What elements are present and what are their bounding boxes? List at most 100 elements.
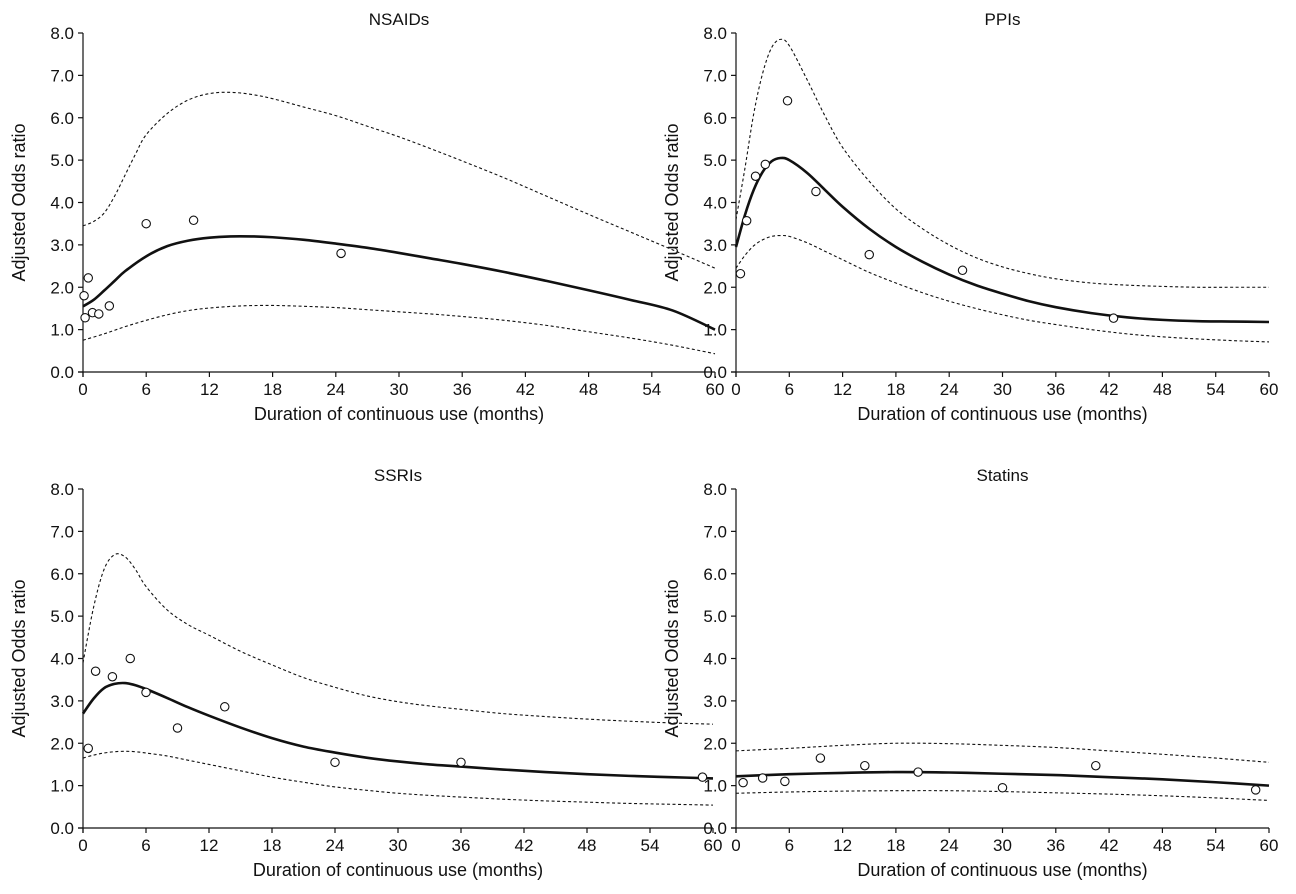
observed-point [750, 171, 761, 181]
y-tick-label: 0.0 [703, 363, 727, 382]
ci-lower-curve [735, 234, 1270, 343]
y-tick-label: 7.0 [50, 522, 74, 541]
x-tick-label: 0 [78, 836, 87, 855]
observed-point [90, 666, 101, 676]
observed-point [125, 653, 136, 664]
x-axis-title: Duration of continuous use (months) [253, 860, 543, 880]
y-tick-label: 6.0 [703, 565, 727, 584]
y-tick-label: 4.0 [50, 650, 74, 669]
y-tick-label: 8.0 [703, 480, 727, 499]
y-tick-label: 7.0 [50, 66, 74, 85]
observed-point [1091, 760, 1101, 771]
x-tick-label: 30 [993, 836, 1012, 855]
chart-panel-2: PPIs 0.0 1.0 2.0 3.0 4.0 5.0 6.0 7.0 8.0 0 6 12 18 24 3… [662, 10, 1278, 424]
y-tick-label: 6.0 [50, 109, 74, 128]
y-tick-label: 3.0 [50, 692, 74, 711]
panel-title: SSRIs [374, 466, 422, 485]
observed-point [782, 96, 793, 106]
observed-point [757, 773, 768, 783]
y-tick-label: 3.0 [50, 236, 74, 255]
x-tick-label: 18 [263, 836, 282, 855]
x-tick-label: 60 [1260, 836, 1279, 855]
chart-panel-4: Statins 0.0 1.0 2.0 3.0 4.0 5.0 6.0 7.0 8.0 0 6 12 18… [662, 466, 1278, 880]
x-tick-label: 48 [1153, 836, 1172, 855]
x-tick-label: 12 [200, 836, 219, 855]
y-axis-title: Adjusted Odds ratio [662, 123, 682, 281]
x-tick-label: 24 [940, 836, 959, 855]
x-tick-label: 60 [706, 380, 725, 399]
x-tick-label: 24 [326, 836, 345, 855]
y-tick-label: 8.0 [50, 480, 74, 499]
x-tick-label: 54 [1206, 380, 1225, 399]
x-tick-label: 42 [1100, 380, 1119, 399]
observed-point [141, 687, 151, 698]
y-tick-label: 1.0 [703, 777, 727, 796]
panel-title: PPIs [985, 10, 1021, 29]
x-tick-label: 42 [516, 380, 535, 399]
y-tick-label: 3.0 [703, 236, 727, 255]
observed-point [94, 309, 104, 319]
y-axis-title: Adjusted Odds ratio [9, 123, 29, 281]
y-tick-label: 3.0 [703, 692, 727, 711]
y-tick-label: 4.0 [50, 194, 74, 213]
observed-point [79, 290, 89, 301]
estimate-curve [734, 156, 1270, 324]
x-tick-label: 30 [389, 836, 408, 855]
observed-point [815, 753, 826, 763]
observed-point [913, 767, 923, 777]
ci-upper-curve [735, 38, 1269, 288]
chart-panel-3: SSRIs 0.0 1.0 2.0 3.0 4.0 5.0 6.0 7.0 8.0 0 6 12 18 24… [9, 466, 722, 880]
x-tick-label: 42 [1100, 836, 1119, 855]
y-tick-label: 8.0 [50, 24, 74, 43]
x-tick-label: 48 [578, 836, 597, 855]
x-tick-label: 36 [1046, 380, 1065, 399]
y-tick-label: 5.0 [703, 607, 727, 626]
observed-point [780, 776, 790, 787]
observed-point [860, 760, 870, 771]
ci-lower-curve [82, 750, 714, 806]
y-tick-label: 5.0 [703, 151, 727, 170]
x-tick-label: 12 [833, 836, 852, 855]
x-tick-label: 0 [78, 380, 87, 399]
x-tick-label: 30 [390, 380, 409, 399]
observed-point [330, 757, 340, 768]
y-tick-label: 2.0 [50, 278, 74, 297]
y-tick-label: 1.0 [50, 321, 74, 340]
y-tick-label: 7.0 [703, 66, 727, 85]
panel-title: NSAIDs [369, 10, 429, 29]
x-tick-label: 42 [515, 836, 534, 855]
x-tick-label: 36 [453, 380, 472, 399]
observed-point [735, 268, 746, 279]
x-tick-label: 0 [731, 380, 740, 399]
observed-point [83, 743, 94, 754]
chart-panel-1: NSAIDs 0.0 1.0 2.0 3.0 4.0 5.0 6.0 7.0 8.0 0 6 12 18 2… [9, 10, 724, 424]
x-tick-label: 18 [886, 380, 905, 399]
observed-point [1108, 313, 1119, 323]
ci-lower-curve [82, 304, 716, 355]
y-tick-label: 6.0 [50, 565, 74, 584]
panel-title: Statins [977, 466, 1029, 485]
y-tick-label: 2.0 [703, 278, 727, 297]
x-tick-label: 6 [785, 836, 794, 855]
y-tick-label: 5.0 [50, 607, 74, 626]
observed-point [104, 301, 115, 311]
observed-point [456, 757, 466, 768]
y-axis-title: Adjusted Odds ratio [9, 579, 29, 737]
y-axis-title: Adjusted Odds ratio [662, 579, 682, 737]
y-tick-label: 0.0 [50, 363, 74, 382]
observed-point [80, 313, 90, 323]
x-tick-label: 60 [1260, 380, 1279, 399]
x-tick-label: 48 [579, 380, 598, 399]
observed-point [997, 782, 1008, 793]
y-tick-label: 6.0 [703, 109, 727, 128]
observed-point [1250, 785, 1261, 795]
y-tick-label: 4.0 [703, 650, 727, 669]
y-tick-label: 0.0 [50, 819, 74, 838]
observed-point [738, 777, 748, 788]
ci-upper-curve [735, 742, 1270, 763]
observed-point [172, 723, 183, 733]
x-axis-title: Duration of continuous use (months) [254, 404, 544, 424]
ci-upper-curve [82, 553, 714, 725]
observed-point [107, 671, 118, 682]
